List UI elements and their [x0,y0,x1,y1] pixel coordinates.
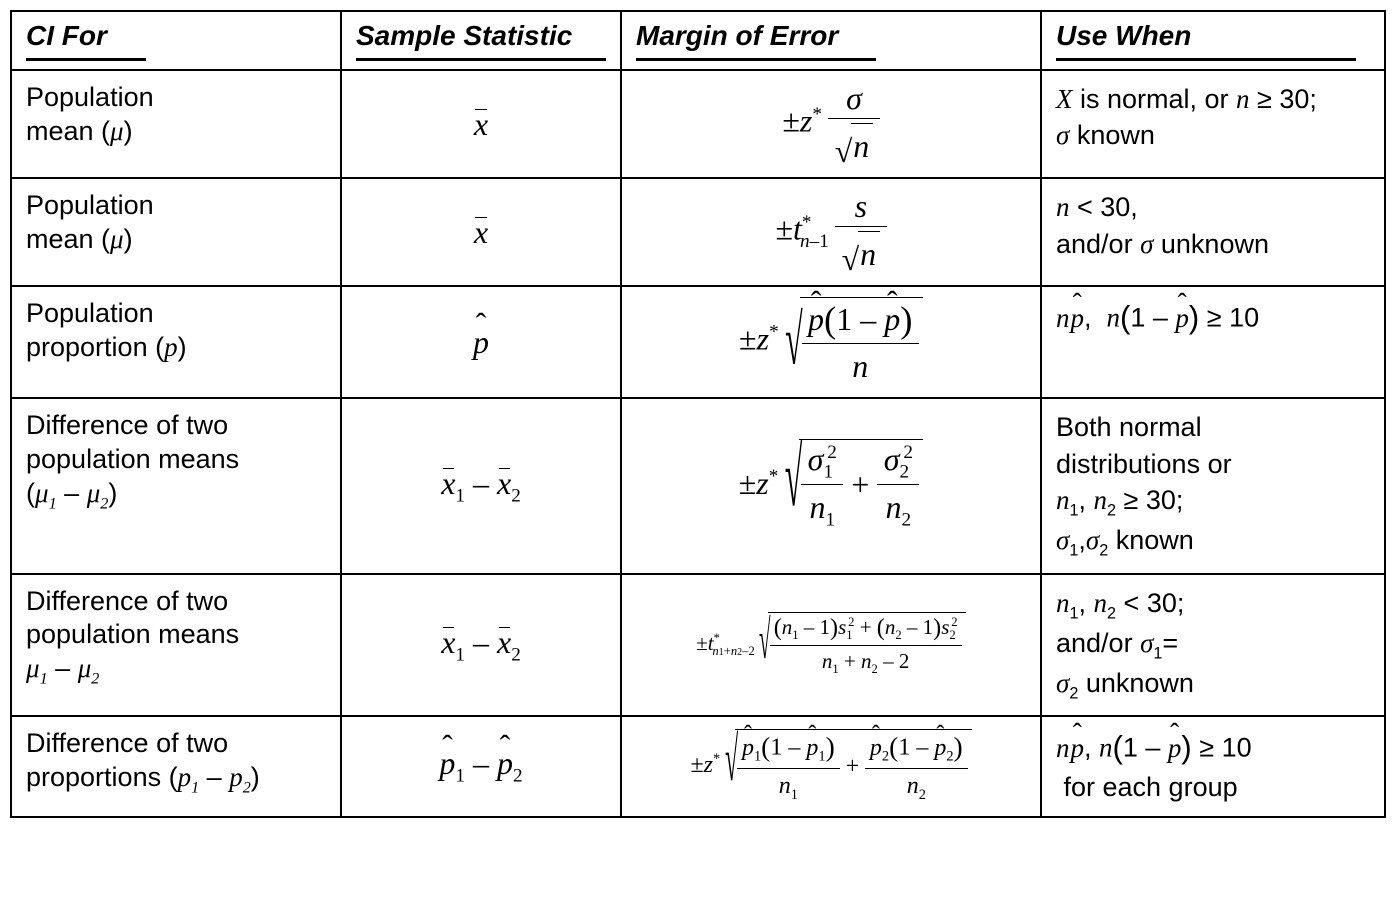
table-row: Populationmean (μ)x±t*n–1 s√nn < 30,and/… [11,178,1385,286]
cell-ci-for: Difference of twopopulation meansμ1 – μ2 [11,574,341,717]
cell-margin-of-error: ±z* √p(1 – p)n [621,286,1041,398]
header-margin-of-error: Margin of Error [621,11,1041,70]
cell-ci-for: Populationproportion (p) [11,286,341,398]
cell-margin-of-error: ±z* σ√n [621,70,1041,178]
header-underline [356,58,606,61]
cell-sample-statistic: p1 – p2 [341,716,621,816]
cell-sample-statistic: x [341,178,621,286]
cell-use-when: n1, n2 < 30;and/or σ1=σ2 unknown [1041,574,1385,717]
cell-use-when: n < 30,and/or σ unknown [1041,178,1385,286]
cell-ci-for: Populationmean (μ) [11,70,341,178]
table-row: Difference of twopopulation meansμ1 – μ2… [11,574,1385,717]
header-sample-statistic-text: Sample Statistic [356,20,572,51]
header-underline [636,58,876,61]
table-row: Populationproportion (p)p±z* √p(1 – p)nn… [11,286,1385,398]
header-ci-for-text: CI For [26,20,107,51]
cell-use-when: np, n(1 – p) ≥ 10 [1041,286,1385,398]
cell-use-when: Both normaldistributions orn1, n2 ≥ 30;σ… [1041,398,1385,573]
table-row: Difference of twoproportions (p1 – p2)p1… [11,716,1385,816]
header-sample-statistic: Sample Statistic [341,11,621,70]
cell-use-when: np, n(1 – p) ≥ 10 for each group [1041,716,1385,816]
table-row: Difference of twopopulation means(μ1 – μ… [11,398,1385,573]
table-body: Populationmean (μ)x±z* σ√nX is normal, o… [11,70,1385,817]
cell-sample-statistic: x1 – x2 [341,398,621,573]
header-underline [1056,58,1356,61]
cell-margin-of-error: ±z* √p1(1 – p1)n1 + p2(1 – p2)n2 [621,716,1041,816]
cell-sample-statistic: x [341,70,621,178]
table-header-row: CI For Sample Statistic Margin of Error … [11,11,1385,70]
table-row: Populationmean (μ)x±z* σ√nX is normal, o… [11,70,1385,178]
cell-ci-for: Difference of twopopulation means(μ1 – μ… [11,398,341,573]
header-margin-of-error-text: Margin of Error [636,20,838,51]
cell-sample-statistic: x1 – x2 [341,574,621,717]
header-underline [26,58,146,61]
header-ci-for: CI For [11,11,341,70]
confidence-interval-table: CI For Sample Statistic Margin of Error … [10,10,1386,818]
cell-sample-statistic: p [341,286,621,398]
header-use-when-text: Use When [1056,20,1191,51]
cell-ci-for: Difference of twoproportions (p1 – p2) [11,716,341,816]
cell-margin-of-error: ±z* √σ12n1 + σ22n2 [621,398,1041,573]
cell-margin-of-error: ±t*n1+n2–2 √(n1 – 1)s12 + (n2 – 1)s22n1 … [621,574,1041,717]
cell-ci-for: Populationmean (μ) [11,178,341,286]
cell-use-when: X is normal, or n ≥ 30;σ known [1041,70,1385,178]
header-use-when: Use When [1041,11,1385,70]
cell-margin-of-error: ±t*n–1 s√n [621,178,1041,286]
